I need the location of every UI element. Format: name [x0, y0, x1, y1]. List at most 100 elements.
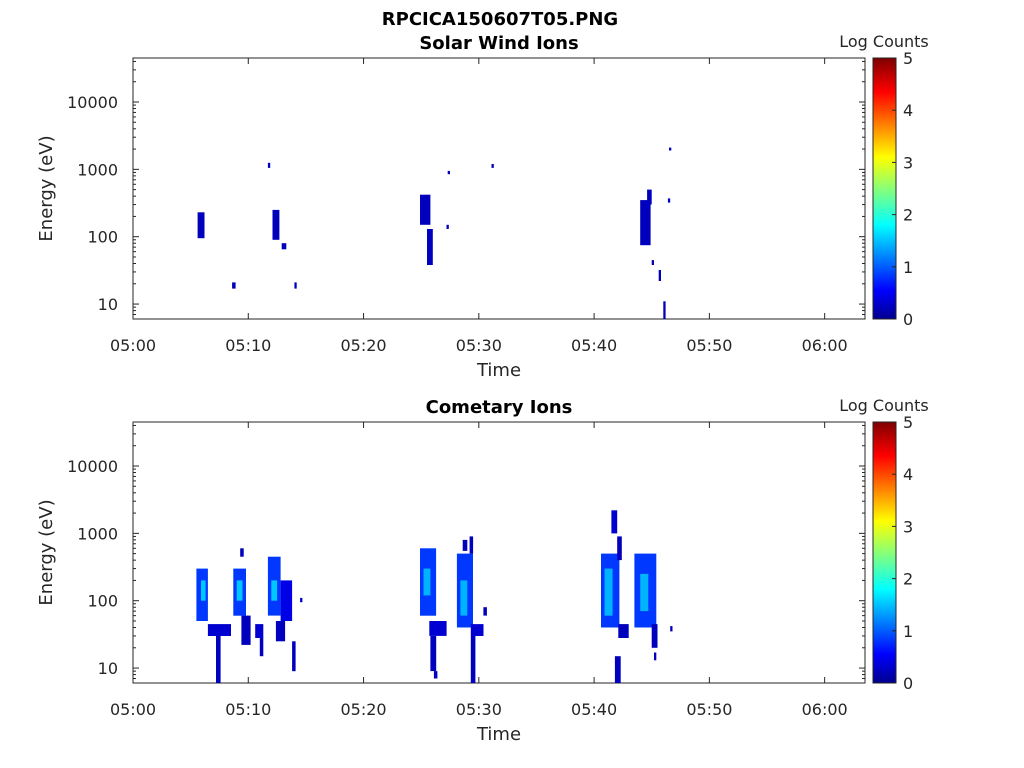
- data-cell: [651, 624, 658, 648]
- data-cell: [640, 573, 649, 612]
- y-tick-label: 10: [98, 659, 118, 678]
- data-cell: [433, 671, 438, 679]
- data-cell: [197, 212, 205, 239]
- data-cell: [447, 170, 450, 175]
- y-axis-label: Energy (eV): [36, 499, 57, 605]
- data-cell: [651, 260, 654, 265]
- data-cell: [430, 635, 437, 672]
- data-cell: [280, 580, 293, 621]
- data-cell: [470, 635, 476, 683]
- data-cell: [216, 635, 221, 683]
- colorbar-tick-label: 5: [903, 49, 913, 68]
- data-cell: [460, 580, 468, 616]
- data-cell: [236, 580, 243, 601]
- colorbar-tick-label: 0: [903, 310, 913, 329]
- figure-title: RPCICA150607T05.PNG: [382, 9, 618, 30]
- colorbar-tick-label: 1: [903, 622, 913, 641]
- data-cell: [240, 548, 244, 557]
- x-tick-label: 05:10: [225, 700, 271, 719]
- data-cell: [423, 568, 431, 596]
- data-cell: [294, 282, 297, 289]
- colorbar: [872, 57, 897, 320]
- panel-2: 05:00 05:10 05:20 05:30 05:40 05:50 06:0010100…: [36, 396, 929, 745]
- x-tick-label: 05:40: [571, 336, 617, 355]
- colorbar-tick-label: 5: [903, 413, 913, 432]
- y-tick-label: 1000: [77, 160, 118, 179]
- y-tick-label: 10000: [67, 93, 118, 112]
- panel-1: 05:00 05:10 05:20 05:30 05:40 05:50 06:0010100…: [36, 32, 929, 381]
- data-cell: [300, 597, 303, 603]
- y-tick-label: 100: [87, 228, 118, 247]
- data-cell: [669, 147, 672, 151]
- x-tick-label: 05:40: [571, 700, 617, 719]
- axes-frame: [132, 57, 866, 320]
- x-tick-label: 05:10: [225, 336, 271, 355]
- y-tick-label: 10000: [67, 457, 118, 476]
- colorbar-tick-label: 2: [903, 570, 913, 589]
- colorbar: [872, 421, 897, 684]
- panel-title: Cometary Ions: [426, 397, 573, 418]
- data-cell: [271, 580, 278, 601]
- x-tick-label: 05:00: [110, 700, 156, 719]
- x-axis-label: Time: [476, 360, 521, 381]
- data-cell: [201, 580, 206, 601]
- x-tick-label: 05:30: [456, 700, 502, 719]
- y-tick-label: 1000: [77, 524, 118, 543]
- colorbar-tick-label: 3: [903, 517, 913, 536]
- data-cell: [670, 626, 673, 632]
- x-tick-label: 05:50: [686, 700, 732, 719]
- data-cell: [272, 209, 280, 240]
- x-tick-label: 05:20: [340, 700, 386, 719]
- x-tick-label: 05:50: [686, 336, 732, 355]
- data-cell: [427, 229, 433, 265]
- data-cell: [207, 624, 231, 636]
- x-tick-label: 05:00: [110, 336, 156, 355]
- colorbar-tick-label: 4: [903, 465, 913, 484]
- colorbar-tick-label: 2: [903, 206, 913, 225]
- colorbar-tick-label: 0: [903, 674, 913, 693]
- x-tick-label: 06:00: [802, 336, 848, 355]
- data-cell: [255, 624, 264, 638]
- colorbar-tick-label: 3: [903, 153, 913, 172]
- axes-frame: [132, 421, 866, 684]
- data-cell: [446, 224, 449, 229]
- data-cell: [292, 641, 296, 672]
- x-tick-label: 05:20: [340, 336, 386, 355]
- data-cell: [241, 615, 251, 645]
- y-tick-label: 10: [98, 295, 118, 314]
- data-cell: [611, 510, 618, 534]
- data-cell: [640, 200, 651, 246]
- colorbar-tick-label: 1: [903, 258, 913, 277]
- colorbar-label: Log Counts: [839, 32, 929, 51]
- data-cell: [275, 621, 286, 642]
- data-cell: [663, 301, 666, 319]
- x-tick-label: 05:30: [456, 336, 502, 355]
- panel-title: Solar Wind Ions: [419, 33, 578, 54]
- data-cell: [470, 624, 484, 636]
- y-tick-label: 100: [87, 592, 118, 611]
- data-cell: [429, 621, 447, 636]
- data-cell: [604, 568, 613, 616]
- data-cell: [647, 189, 652, 205]
- data-cell: [469, 536, 474, 554]
- data-cell: [483, 607, 487, 616]
- data-cell: [259, 637, 264, 657]
- x-tick-label: 06:00: [802, 700, 848, 719]
- data-cell: [658, 270, 661, 281]
- data-cell: [667, 198, 671, 203]
- data-cell: [232, 282, 236, 289]
- data-cell: [617, 536, 622, 561]
- colorbar-tick-label: 4: [903, 101, 913, 120]
- data-cell: [654, 652, 657, 661]
- x-axis-label: Time: [476, 724, 521, 745]
- data-cell: [462, 539, 468, 551]
- y-axis-label: Energy (eV): [36, 135, 57, 241]
- data-cell: [614, 656, 621, 683]
- data-cell: [267, 162, 271, 168]
- data-cell: [420, 194, 431, 225]
- colorbar-label: Log Counts: [839, 396, 929, 415]
- data-cell: [281, 243, 287, 250]
- data-cell: [491, 164, 494, 168]
- data-cell: [618, 624, 629, 638]
